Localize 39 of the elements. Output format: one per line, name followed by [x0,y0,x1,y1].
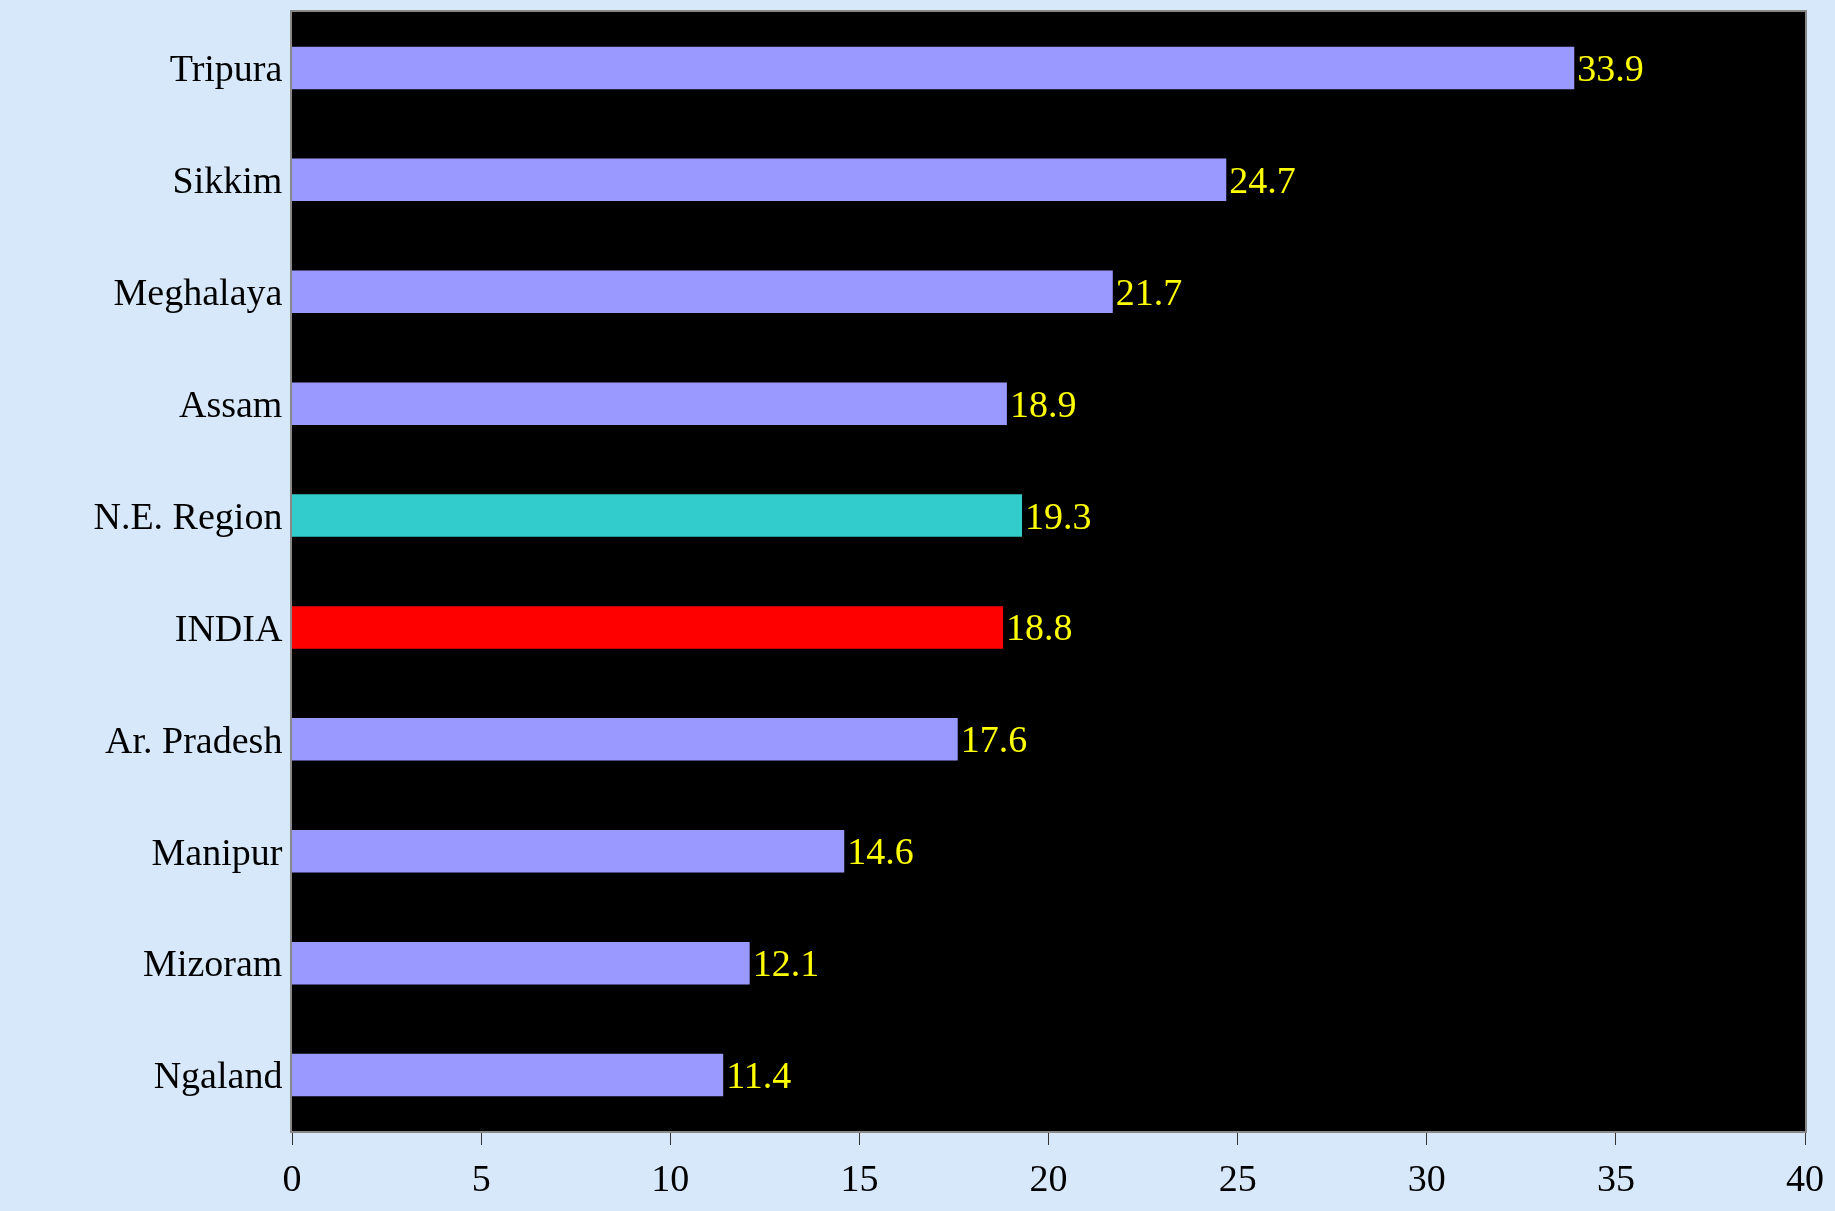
x-tick-label: 35 [1596,1156,1635,1199]
bar [292,606,1004,649]
data-label: 21.7 [1115,270,1183,313]
y-tick-label: Tripura [169,47,283,90]
data-label: 12.1 [752,942,820,985]
y-tick-label: Manipur [151,830,283,873]
y-tick-label: Sikkim [172,159,283,202]
x-tick-label: 25 [1218,1156,1257,1199]
y-tick-label: Mizoram [143,942,283,985]
y-tick-label: N.E. Region [93,494,283,537]
y-tick-label: Meghalaya [113,271,283,314]
bar [292,46,1575,90]
y-tick-label: Ar. Pradesh [105,718,283,761]
data-label: 19.3 [1025,494,1092,537]
data-label: 18.8 [1006,606,1073,649]
x-tick-label: 5 [471,1156,491,1199]
x-tick-label: 15 [840,1156,879,1199]
data-label: 11.4 [726,1054,792,1097]
x-tick-label: 10 [651,1156,690,1199]
bar [292,382,1007,425]
y-tick-label: Ngaland [153,1054,283,1097]
x-tick-label: 0 [282,1156,302,1199]
x-tick-label: 30 [1407,1156,1446,1199]
data-label: 14.6 [847,830,914,873]
data-label: 17.6 [960,718,1028,761]
bar [292,941,750,985]
x-tick-label: 20 [1029,1156,1068,1199]
bar [292,494,1023,537]
bar [292,718,958,761]
bar [292,829,845,873]
data-label: 33.9 [1577,46,1644,89]
data-label: 18.9 [1009,382,1077,425]
y-tick-label: INDIA [174,606,283,649]
bar [292,270,1113,314]
y-tick-label: Assam [178,382,283,425]
bar [292,1053,724,1097]
x-tick-label: 40 [1786,1156,1824,1199]
bar [292,158,1227,202]
data-label: 24.7 [1229,158,1296,201]
